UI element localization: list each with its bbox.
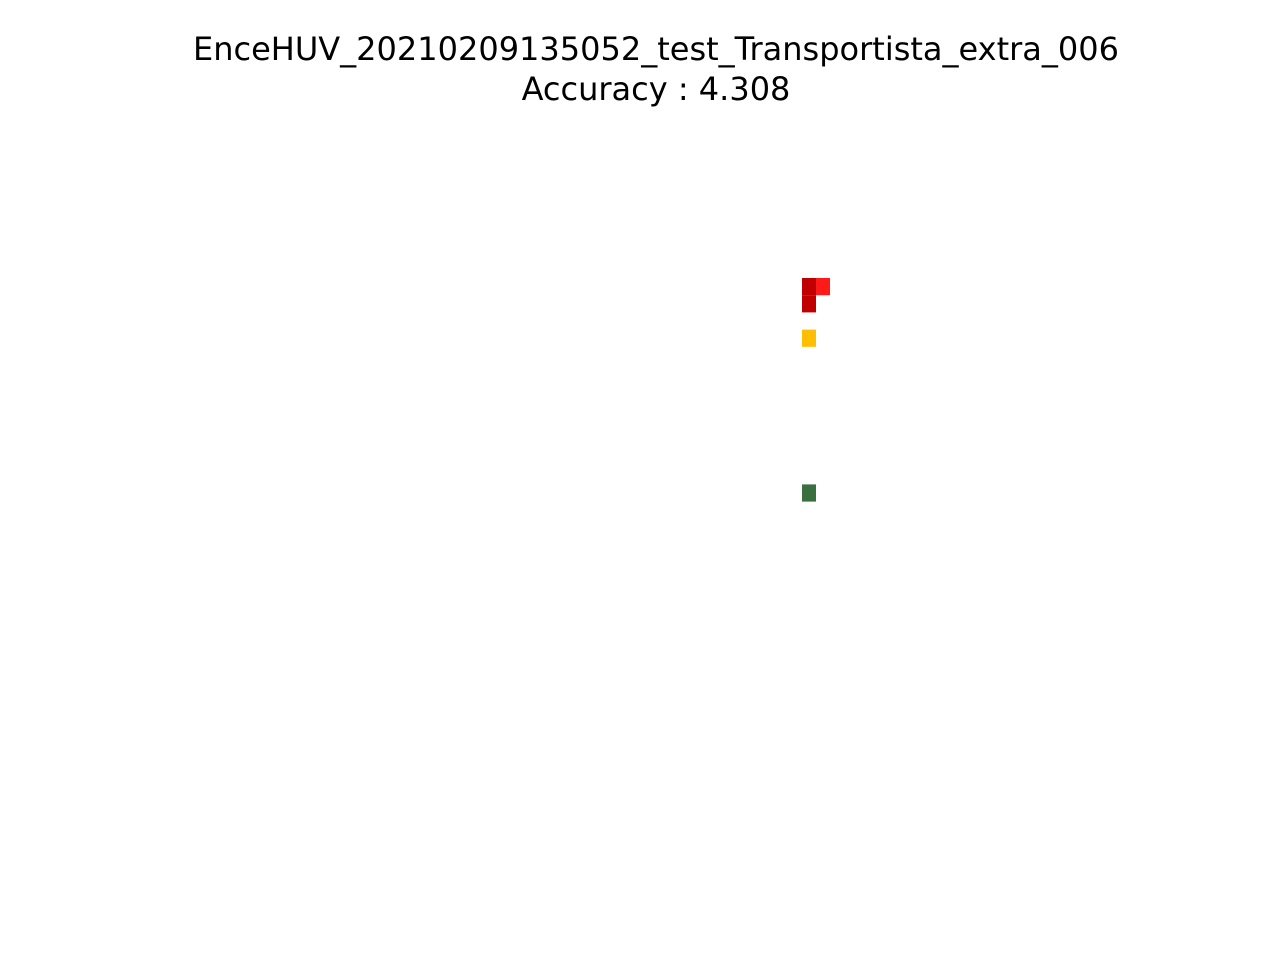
heatmap-cell-3 xyxy=(802,329,816,347)
heatmap-cell-2 xyxy=(802,295,816,313)
heatmap-cell-1 xyxy=(816,278,830,296)
chart-title: EnceHUV_20210209135052_test_Transportist… xyxy=(193,30,1119,68)
chart-title-block: EnceHUV_20210209135052_test_Transportist… xyxy=(0,29,1280,109)
heatmap-cell-0 xyxy=(802,278,816,296)
heatmap-cells xyxy=(802,278,830,502)
heatmap-cell-4 xyxy=(802,484,816,502)
chart-subtitle: Accuracy : 4.308 xyxy=(521,70,791,108)
